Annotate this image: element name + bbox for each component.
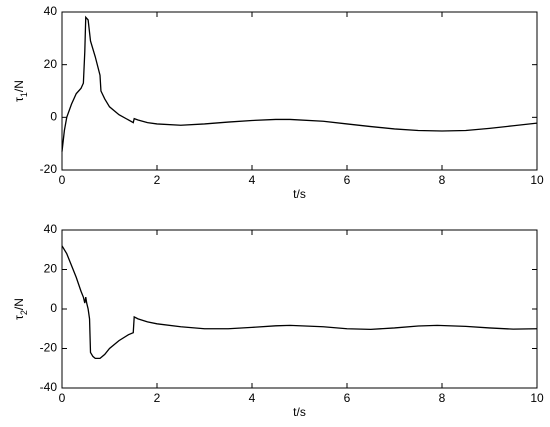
x-axis-label: t/s: [293, 405, 306, 419]
x-tick-label: 0: [59, 391, 66, 405]
x-tick-label: 6: [344, 391, 351, 405]
x-tick-label: 2: [154, 391, 161, 405]
x-tick-label: 2: [154, 173, 161, 187]
axes-box: [61, 229, 538, 389]
axes-box: [61, 11, 538, 171]
y-axis-label: τ2/N: [12, 298, 29, 320]
y-tick-label: 0: [50, 301, 57, 315]
y-tick-label: -20: [40, 341, 58, 355]
x-axis-label: t/s: [293, 187, 306, 201]
x-tick-label: 8: [439, 173, 446, 187]
y-tick-label: 20: [44, 262, 58, 276]
x-tick-label: 4: [249, 173, 256, 187]
data-line: [61, 245, 538, 360]
data-line: [61, 15, 538, 152]
x-tick-label: 4: [249, 391, 256, 405]
x-tick-label: 8: [439, 391, 446, 405]
y-tick-label: 40: [44, 222, 58, 236]
y-tick-label: 40: [44, 4, 58, 18]
y-axis-label: τ1/N: [12, 80, 29, 102]
y-tick-label: -40: [40, 380, 58, 394]
y-tick-label: 20: [44, 57, 58, 71]
y-tick-label: 0: [50, 110, 57, 124]
x-tick-label: 0: [59, 173, 66, 187]
x-tick-label: 6: [344, 173, 351, 187]
y-tick-label: -20: [40, 162, 58, 176]
x-tick-label: 10: [530, 391, 544, 405]
x-tick-label: 10: [530, 173, 544, 187]
